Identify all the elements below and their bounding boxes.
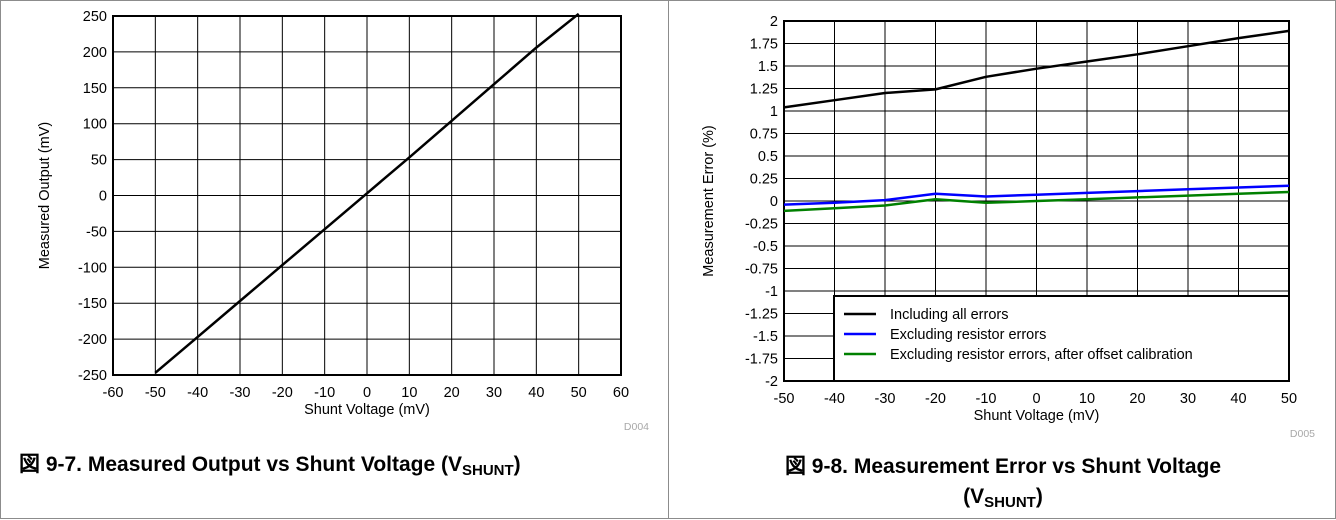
x-tick-label: 30 <box>1180 391 1196 407</box>
y-tick-label: 1.5 <box>758 59 778 75</box>
x-tick-label: 50 <box>1281 391 1297 407</box>
x-tick-label: -20 <box>925 391 946 407</box>
x-tick-label: -50 <box>145 385 166 401</box>
x-tick-label: -10 <box>314 385 335 401</box>
y-tick-label: -50 <box>86 224 107 240</box>
x-tick-label: 30 <box>486 385 502 401</box>
series-line-0 <box>154 12 580 374</box>
x-tick-label: 20 <box>1129 391 1145 407</box>
x-axis-label: Shunt Voltage (mV) <box>974 408 1100 424</box>
legend-entry: Excluding resistor errors, after offset … <box>890 347 1193 363</box>
x-tick-label: 0 <box>363 385 371 401</box>
y-tick-label: 1 <box>770 104 778 120</box>
y-tick-label: 1.25 <box>750 82 778 98</box>
x-tick-label: 20 <box>444 385 460 401</box>
y-tick-label: -2 <box>765 374 778 390</box>
y-tick-label: 250 <box>83 9 107 25</box>
legend-box <box>833 295 1290 382</box>
y-tick-label: 150 <box>83 81 107 97</box>
y-axis-label: Measured Output (mV) <box>37 122 53 269</box>
y-tick-label: -1 <box>765 284 778 300</box>
figure-caption-left: 図 9-7. Measured Output vs Shunt Voltage … <box>19 451 521 479</box>
figure-panel-left: -60 -50 -40 -30 -20 -10 0 10 20 30 40 50 60 250 200 150… <box>0 0 669 519</box>
x-tick-label: 60 <box>613 385 629 401</box>
figure-caption-right-line2: (VSHUNT) <box>669 483 1336 511</box>
figure-id: D005 <box>1290 428 1315 440</box>
caption-right-subscript: SHUNT <box>984 494 1036 511</box>
plot-frame <box>112 15 622 376</box>
gridlines <box>112 15 622 376</box>
series-line-excluding-resistor-errors-after-offset-calibration <box>783 190 1290 213</box>
legend-entry: Including all errors <box>890 307 1008 323</box>
x-tick-label: -10 <box>976 391 997 407</box>
y-tick-label: -0.25 <box>745 217 778 233</box>
y-tick-label: -1.75 <box>745 352 778 368</box>
series-line-including-all-errors <box>783 29 1290 109</box>
y-tick-label: 2 <box>770 14 778 30</box>
caption-left-suffix: ) <box>513 453 521 476</box>
x-tick-label: -20 <box>272 385 293 401</box>
figure-id: D004 <box>624 421 649 433</box>
x-tick-label: -30 <box>875 391 896 407</box>
y-tick-label: 0 <box>99 189 107 205</box>
figure-panel-right: -50 -40 -30 -20 -10 0 10 20 30 40 50 2 1.75 1.5 1.25 1 0… <box>668 0 1336 519</box>
caption-left-prefix: 図 9-7. Measured Output vs Shunt Voltage … <box>19 453 462 476</box>
legend-entry: Excluding resistor errors <box>890 327 1046 343</box>
y-tick-label: 200 <box>83 45 107 61</box>
x-tick-label: 50 <box>571 385 587 401</box>
figure-caption-right-line1: 図 9-8. Measurement Error vs Shunt Voltag… <box>784 455 1222 478</box>
chart-measurement-error: -50 -40 -30 -20 -10 0 10 20 30 40 5021.751.51.2510… <box>701 14 1315 440</box>
x-tick-label: 0 <box>1032 391 1040 407</box>
x-tick-label: -60 <box>103 385 124 401</box>
x-tick-label: -30 <box>230 385 251 401</box>
caption-right-prefix: (V <box>963 485 985 508</box>
y-tick-label: -150 <box>78 296 107 312</box>
x-tick-label: -50 <box>774 391 795 407</box>
x-tick-label: 40 <box>528 385 544 401</box>
y-tick-label: -1.25 <box>745 307 778 323</box>
y-tick-label: -0.75 <box>745 262 778 278</box>
y-tick-label: 0.75 <box>750 127 778 143</box>
x-tick-label: 40 <box>1230 391 1246 407</box>
legend: Including all errors Excluding resistor e… <box>833 295 1290 382</box>
caption-left-subscript: SHUNT <box>462 462 514 479</box>
y-axis-label: Measurement Error (%) <box>701 125 717 276</box>
y-tick-label: 0 <box>770 194 778 210</box>
x-axis-label: Shunt Voltage (mV) <box>304 402 430 418</box>
y-tick-label: 0.5 <box>758 149 778 165</box>
caption-right-suffix: ) <box>1035 485 1043 508</box>
chart-measured-output: -60 -50 -40 -30 -20 -10 0 10 20 30 40 50 60250200150… <box>37 9 649 433</box>
y-tick-label: -0.5 <box>753 239 778 255</box>
y-tick-label: -1.5 <box>753 329 778 345</box>
y-tick-label: -250 <box>78 368 107 384</box>
series-line-excluding-resistor-errors <box>783 184 1290 206</box>
y-tick-label: -100 <box>78 260 107 276</box>
y-tick-label: 50 <box>91 153 107 169</box>
y-tick-label: -200 <box>78 332 107 348</box>
x-tick-label: 10 <box>401 385 417 401</box>
x-tick-label: 10 <box>1079 391 1095 407</box>
x-tick-label: -40 <box>824 391 845 407</box>
y-tick-label: 100 <box>83 117 107 133</box>
x-tick-label: -40 <box>187 385 208 401</box>
y-tick-label: 1.75 <box>750 37 778 53</box>
y-tick-label: 0.25 <box>750 172 778 188</box>
